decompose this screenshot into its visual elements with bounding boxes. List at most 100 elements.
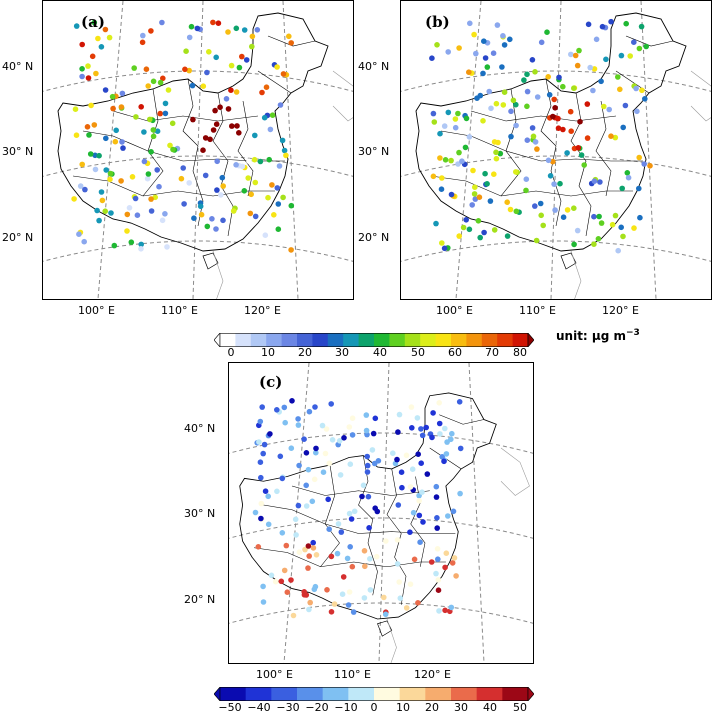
station-dot xyxy=(587,64,593,71)
station-dot xyxy=(258,474,264,481)
station-dot xyxy=(367,587,374,593)
station-dot xyxy=(312,404,318,410)
station-dot xyxy=(207,136,213,143)
station-dot xyxy=(584,101,591,107)
station-dot xyxy=(144,175,151,182)
station-dot xyxy=(118,178,124,184)
station-dot xyxy=(581,162,587,168)
station-dot xyxy=(248,191,254,198)
station-dot xyxy=(209,216,215,222)
longitude-gridline xyxy=(640,1,657,299)
station-dot xyxy=(113,127,119,134)
station-dot xyxy=(265,226,272,233)
colorbar-segment xyxy=(512,333,529,347)
station-dot xyxy=(322,450,329,457)
station-dot xyxy=(247,210,254,217)
station-dot xyxy=(138,241,144,248)
station-dot xyxy=(181,201,187,207)
station-dot xyxy=(456,45,462,51)
station-dot xyxy=(637,214,643,221)
station-dots xyxy=(252,398,464,619)
map-canvas-a xyxy=(43,1,353,299)
colorbar-tick: 10 xyxy=(396,701,410,714)
station-dot xyxy=(608,133,614,139)
station-dot xyxy=(261,441,268,448)
station-dot xyxy=(633,85,639,92)
province-border xyxy=(625,35,674,47)
panel-label-a: (a) xyxy=(81,13,105,31)
map-panel-a: (a) xyxy=(42,0,354,300)
province-border xyxy=(267,35,316,47)
station-dot xyxy=(466,69,472,75)
station-dot xyxy=(460,224,467,231)
station-dot xyxy=(150,127,157,133)
station-dot xyxy=(441,458,447,465)
lat-label: 40° N xyxy=(2,60,34,73)
station-dot xyxy=(383,538,389,544)
colorbar-tick: 30 xyxy=(335,346,349,359)
station-dot xyxy=(349,415,356,421)
station-dot xyxy=(615,74,621,80)
station-dot xyxy=(189,82,196,89)
station-dot xyxy=(110,105,116,112)
station-dot xyxy=(94,207,100,214)
station-dot xyxy=(365,493,372,500)
station-dot xyxy=(143,66,150,72)
station-dot xyxy=(480,70,486,77)
neighbor-coastline xyxy=(332,70,353,122)
station-dot xyxy=(338,529,345,535)
station-dot xyxy=(329,437,336,443)
station-dot xyxy=(524,103,530,110)
station-dot xyxy=(407,581,414,587)
station-dot xyxy=(577,118,583,125)
station-dot xyxy=(79,41,85,48)
station-dot xyxy=(501,42,508,48)
colorbar-concentration xyxy=(213,332,535,348)
station-dot xyxy=(636,154,642,161)
station-dot xyxy=(443,550,450,556)
station-dot xyxy=(340,574,347,580)
station-dot xyxy=(162,211,168,217)
station-dot xyxy=(169,120,176,127)
colorbar-segment xyxy=(297,687,324,701)
station-dot xyxy=(261,114,268,121)
station-dot xyxy=(236,130,242,136)
station-dot xyxy=(257,158,264,165)
station-dot xyxy=(325,496,331,503)
station-dot xyxy=(119,139,125,145)
station-dot xyxy=(99,197,106,204)
station-dot xyxy=(188,23,195,30)
station-dot xyxy=(200,147,206,153)
map-panel-c: (c) xyxy=(228,362,534,664)
station-dot xyxy=(521,77,527,83)
station-dot xyxy=(552,207,558,213)
station-dot xyxy=(279,530,286,536)
station-dot xyxy=(278,578,285,585)
station-dot xyxy=(268,572,275,579)
station-dot xyxy=(552,105,558,111)
station-dot xyxy=(441,245,448,252)
station-dot xyxy=(305,543,312,549)
station-dot xyxy=(265,194,271,201)
station-dot xyxy=(107,176,113,183)
station-dot xyxy=(341,435,347,441)
station-dot xyxy=(469,202,475,208)
station-dot xyxy=(255,544,262,550)
station-dot xyxy=(214,187,220,193)
station-dot xyxy=(73,132,80,138)
station-dot xyxy=(213,121,220,127)
station-dot xyxy=(434,515,440,521)
station-dot xyxy=(598,78,604,85)
latitude-gridline xyxy=(43,155,353,177)
colorbar-tick: 0 xyxy=(227,346,235,359)
station-dot xyxy=(223,96,230,102)
colorbar-tick: 30 xyxy=(454,701,468,714)
station-dot xyxy=(82,186,88,193)
station-dot xyxy=(295,502,302,509)
colorbar-tick: −40 xyxy=(247,701,271,714)
station-dot xyxy=(490,50,497,56)
province-border xyxy=(253,547,446,568)
station-dot xyxy=(141,158,148,165)
station-dot xyxy=(186,34,193,41)
neighbor-coastline xyxy=(500,447,530,496)
